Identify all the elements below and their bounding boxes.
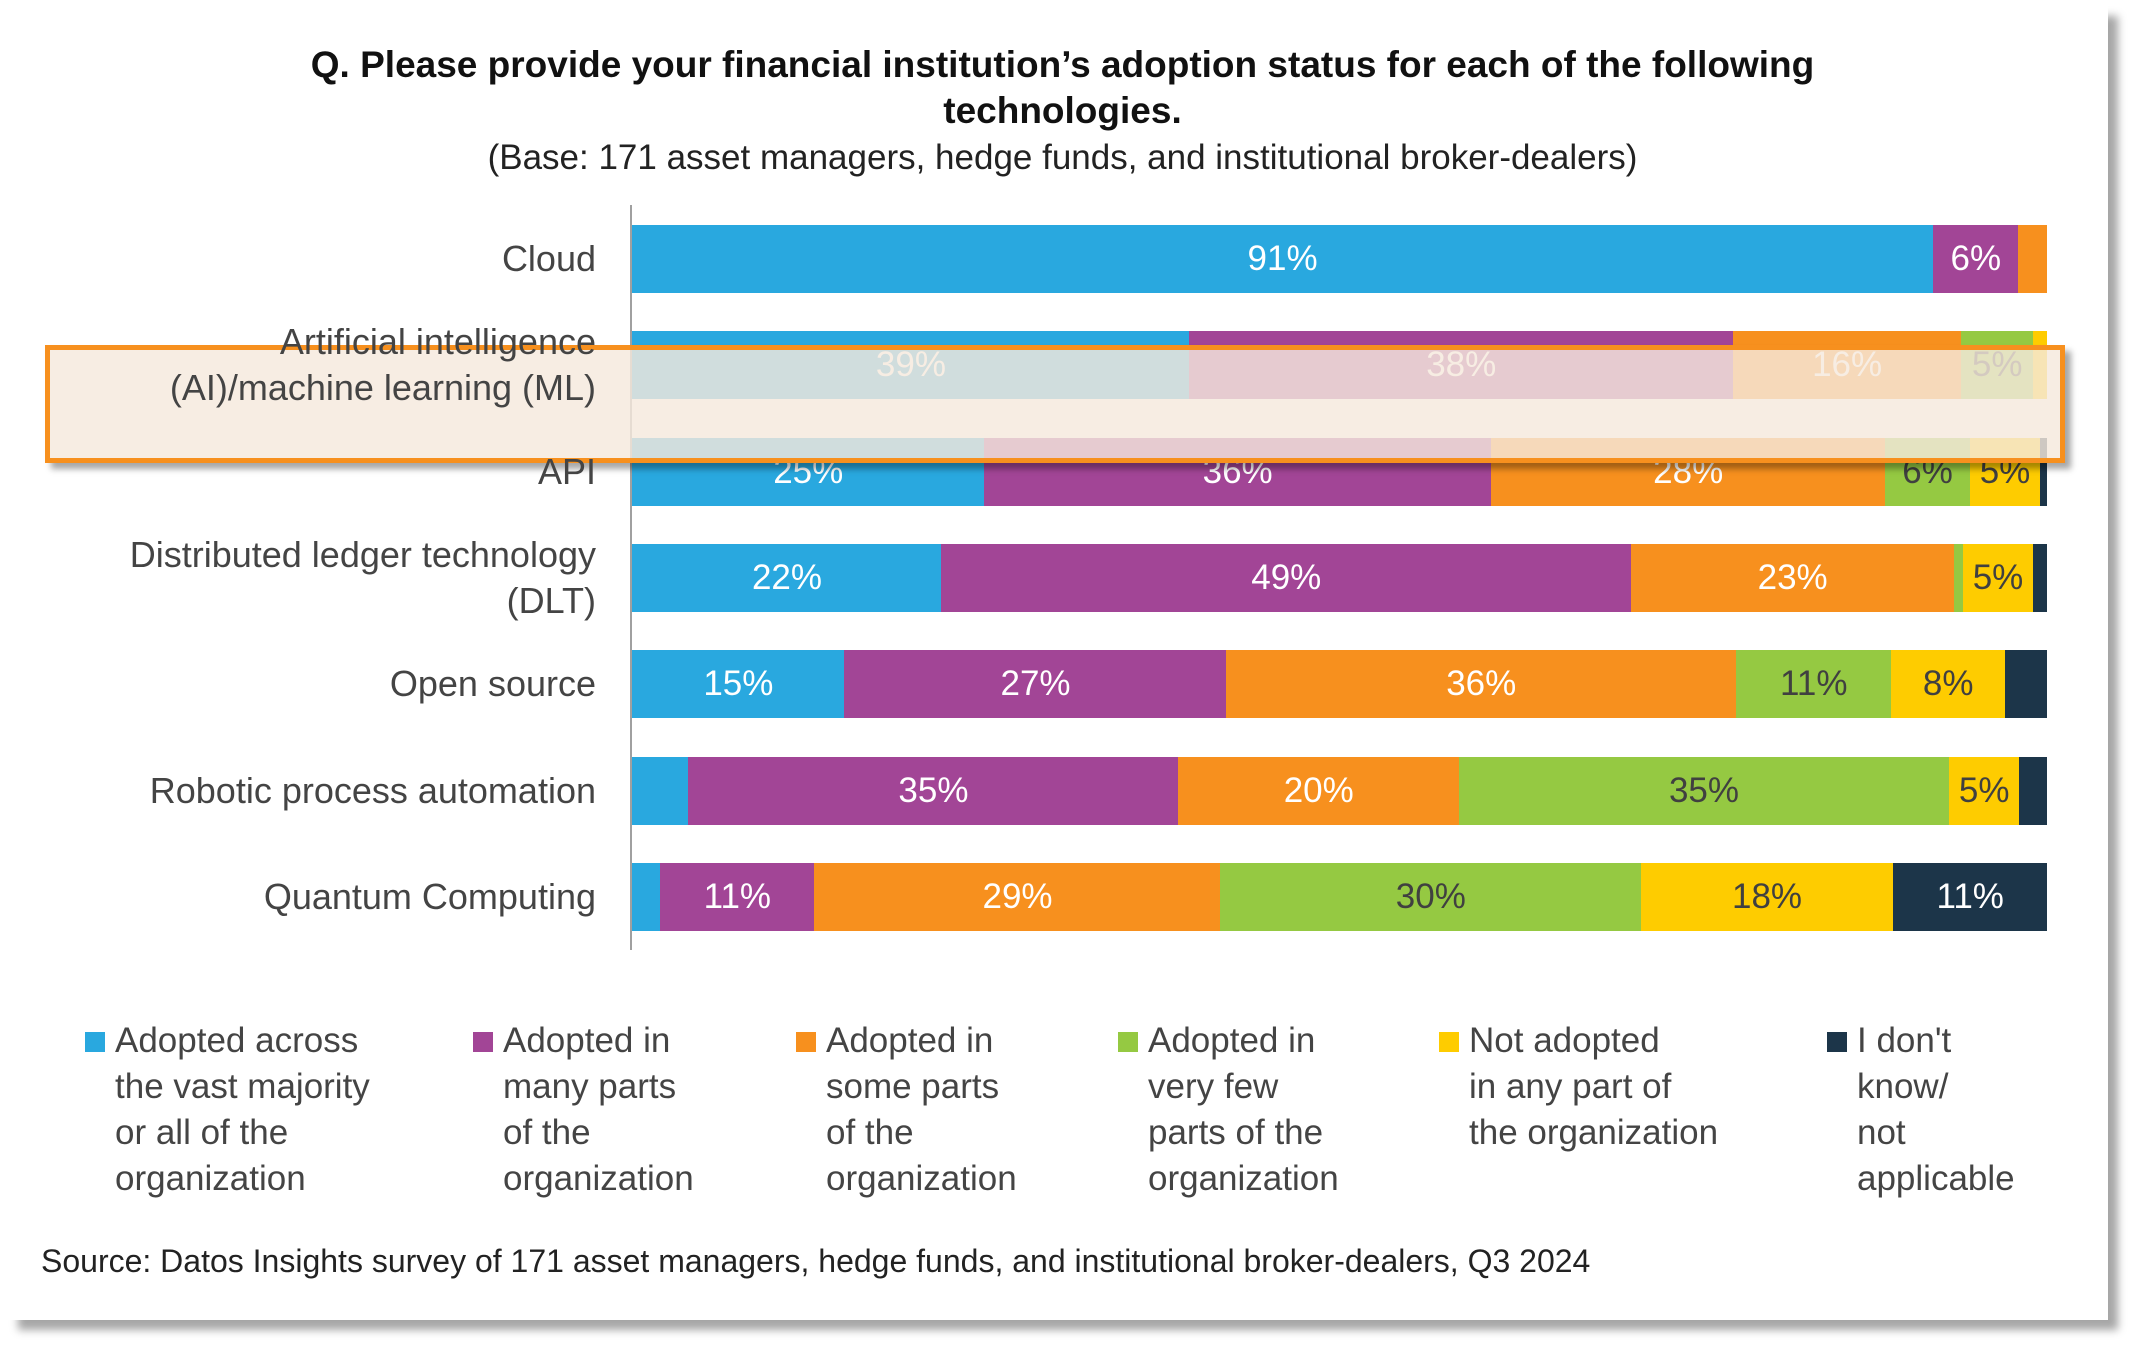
category-label: Artificial intelligence (AI)/machine lea… <box>169 321 596 408</box>
legend-item: Adopted in many parts of the organizatio… <box>473 1018 694 1202</box>
legend-swatch <box>1827 1032 1847 1052</box>
chart-title-line-2: technologies. <box>943 90 1182 131</box>
bar-segment: 18% <box>1640 863 1894 931</box>
legend-label: Adopted in many parts of the organizatio… <box>503 1021 694 1198</box>
data-label: 91% <box>1247 239 1318 278</box>
bar-segment: 11% <box>1892 863 2048 931</box>
highlight-annotation-box <box>45 345 2065 463</box>
data-label: 5% <box>1958 771 2010 810</box>
bar-segment: 49% <box>941 544 1632 612</box>
bar-segment: 36% <box>1226 650 1737 718</box>
bar-segment <box>2018 757 2048 825</box>
legend-item: Not adopted in any part of the organizat… <box>1439 1018 1719 1156</box>
bar-segment: 6% <box>1932 225 2019 293</box>
data-label: 11% <box>1780 664 1848 703</box>
data-label: 36% <box>1446 664 1517 703</box>
bar-segment <box>632 863 661 931</box>
data-label: 5% <box>1972 558 2024 597</box>
bar-segment <box>1954 544 1964 612</box>
bar-segment: 29% <box>814 863 1221 931</box>
category-axis-line <box>630 205 632 950</box>
bar-segment: 5% <box>1948 757 2020 825</box>
data-label: 27% <box>1000 664 1071 703</box>
legend-swatch <box>796 1032 816 1052</box>
legend-label: Adopted in very few parts of the organiz… <box>1148 1021 1339 1198</box>
bar-segment: 8% <box>1891 650 2006 718</box>
category-label: Cloud <box>501 238 596 279</box>
legend-swatch <box>473 1032 493 1052</box>
bar-segment: 30% <box>1220 863 1642 931</box>
legend-swatch <box>1439 1032 1459 1052</box>
category-label: API <box>537 451 596 492</box>
legend-swatch <box>85 1032 105 1052</box>
legend-label: Adopted across the vast majority or all … <box>115 1021 370 1198</box>
legend-item: I don't know/ not applicable <box>1827 1018 2015 1202</box>
bar-segment <box>2032 544 2048 612</box>
data-label: 30% <box>1395 877 1466 916</box>
legend-item: Adopted across the vast majority or all … <box>85 1018 370 1202</box>
bar-segment: 22% <box>632 544 942 612</box>
bar-segment: 35% <box>1458 757 1950 825</box>
category-label: Robotic process automation <box>149 770 596 811</box>
bar-segment: 11% <box>660 863 815 931</box>
data-label: 6% <box>1950 239 2002 278</box>
legend-swatch <box>1118 1032 1138 1052</box>
chart-subtitle: (Base: 171 asset managers, hedge funds, … <box>487 138 1638 177</box>
data-label: 11% <box>703 877 772 916</box>
category-label: Open source <box>389 663 596 704</box>
data-label: 20% <box>1283 771 1354 810</box>
data-label: 35% <box>898 771 969 810</box>
data-label: 35% <box>1668 771 1740 810</box>
chart-title-line-1: Q. Please provide your financial institu… <box>310 44 1815 85</box>
bar-segment <box>2004 650 2048 718</box>
bar-segment <box>2018 225 2048 293</box>
data-label: 15% <box>703 664 774 703</box>
data-label: 23% <box>1757 558 1828 597</box>
bar-segment: 20% <box>1178 757 1460 825</box>
category-label: Distributed ledger technology (DLT) <box>129 534 596 621</box>
bar-segment <box>2039 438 2048 506</box>
bar-segment: 27% <box>844 650 1227 718</box>
bar-segment: 35% <box>688 757 1179 825</box>
bar-segment: 11% <box>1735 650 1892 718</box>
legend-label: Not adopted in any part of the organizat… <box>1469 1021 1719 1152</box>
data-label: 18% <box>1732 877 1803 916</box>
legend-label: Adopted in some parts of the organizatio… <box>826 1021 1017 1198</box>
data-label: 22% <box>751 558 822 597</box>
data-label: 8% <box>1922 664 1974 703</box>
bar-segment: 23% <box>1630 544 1955 612</box>
data-label: 11% <box>1936 877 2004 916</box>
bar-segment <box>632 757 689 825</box>
bar-segment: 15% <box>632 650 845 718</box>
source-note: Source: Datos Insights survey of 171 ass… <box>41 1243 1591 1279</box>
data-label: 49% <box>1251 558 1322 597</box>
legend-item: Adopted in some parts of the organizatio… <box>796 1018 1017 1202</box>
bar-segment: 5% <box>1962 544 2034 612</box>
data-label: 29% <box>982 877 1053 916</box>
bar-segment: 91% <box>632 225 1934 293</box>
legend-label: I don't know/ not applicable <box>1857 1021 2015 1198</box>
category-label: Quantum Computing <box>263 876 596 917</box>
legend-item: Adopted in very few parts of the organiz… <box>1118 1018 1339 1202</box>
